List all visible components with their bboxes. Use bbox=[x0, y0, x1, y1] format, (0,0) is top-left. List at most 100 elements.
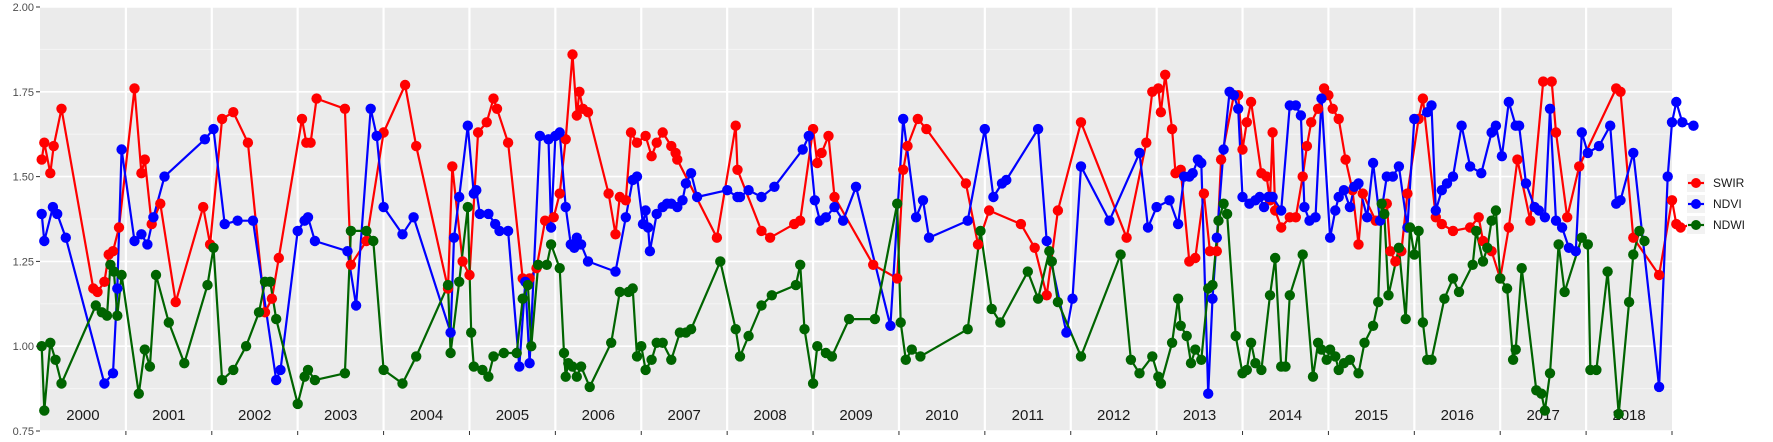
data-point-ndvi bbox=[371, 130, 382, 142]
data-point-ndwi bbox=[1516, 263, 1527, 274]
data-point-ndwi bbox=[511, 347, 522, 359]
data-point-ndwi bbox=[1190, 344, 1201, 355]
data-point-swir bbox=[732, 164, 743, 175]
data-point-swir bbox=[311, 93, 322, 104]
data-point-ndvi bbox=[743, 185, 754, 196]
data-point-ndwi bbox=[1495, 273, 1506, 284]
year-label: 2003 bbox=[324, 407, 357, 424]
data-point-ndvi bbox=[483, 208, 494, 220]
data-point-ndvi bbox=[1513, 120, 1525, 131]
data-point-ndwi bbox=[378, 364, 389, 376]
data-point-ndvi bbox=[680, 178, 692, 189]
data-point-ndvi bbox=[1228, 90, 1240, 101]
data-point-swir bbox=[1550, 127, 1562, 138]
data-point-ndwi bbox=[1213, 215, 1224, 226]
data-point-swir bbox=[1301, 140, 1313, 152]
data-point-ndwi bbox=[1044, 246, 1055, 257]
y-tick-label: 0.75 bbox=[13, 426, 34, 438]
data-point-ndwi bbox=[1453, 286, 1465, 298]
data-point-ndvi bbox=[116, 144, 127, 155]
data-point-ndwi bbox=[292, 398, 303, 410]
data-point-ndvi bbox=[1361, 212, 1373, 223]
y-tick-label: 1.50 bbox=[13, 172, 34, 184]
data-point-ndwi bbox=[483, 371, 494, 382]
year-label: 2014 bbox=[1269, 407, 1302, 424]
data-point-ndwi bbox=[1486, 215, 1497, 226]
data-point-ndwi bbox=[1250, 358, 1261, 369]
data-point-ndwi bbox=[1426, 354, 1437, 365]
data-point-ndwi bbox=[1218, 198, 1229, 209]
data-point-ndwi bbox=[962, 324, 973, 335]
data-point-ndvi bbox=[1290, 100, 1302, 111]
data-point-ndwi bbox=[1264, 290, 1276, 301]
data-point-swir bbox=[921, 123, 932, 135]
data-point-ndvi bbox=[560, 201, 571, 213]
data-point-swir bbox=[1052, 205, 1064, 216]
data-point-ndvi bbox=[651, 208, 662, 220]
data-point-swir bbox=[99, 276, 110, 287]
data-point-ndwi bbox=[1307, 371, 1319, 382]
y-axis: 0.75 1.00 1.25 1.50 1.75 2.00 bbox=[13, 2, 40, 438]
data-point-ndwi bbox=[361, 225, 372, 237]
data-point-ndvi bbox=[247, 215, 259, 226]
data-point-swir bbox=[1241, 117, 1253, 128]
data-point-ndvi bbox=[1503, 96, 1515, 108]
data-point-ndwi bbox=[216, 374, 228, 386]
data-point-ndwi bbox=[1477, 256, 1489, 267]
data-point-swir bbox=[823, 130, 834, 142]
data-point-ndwi bbox=[575, 361, 587, 372]
data-point-swir bbox=[399, 79, 411, 91]
data-point-ndwi bbox=[906, 344, 917, 355]
data-point-ndvi bbox=[514, 361, 525, 372]
data-point-swir bbox=[1628, 232, 1639, 243]
data-point-ndwi bbox=[533, 259, 544, 270]
data-point-swir bbox=[983, 205, 995, 216]
legend: SWIR NDVI NDWI bbox=[1687, 174, 1745, 234]
data-point-ndvi bbox=[610, 266, 621, 277]
data-point-swir bbox=[45, 168, 56, 179]
data-point-ndwi bbox=[657, 337, 668, 348]
data-point-swir bbox=[1574, 161, 1585, 172]
data-point-ndwi bbox=[1623, 296, 1635, 308]
data-point-ndwi bbox=[411, 351, 422, 362]
data-point-ndwi bbox=[488, 351, 499, 362]
data-point-swir bbox=[92, 286, 103, 298]
year-label: 2010 bbox=[925, 407, 958, 424]
data-point-swir bbox=[1353, 239, 1364, 250]
data-point-ndwi bbox=[734, 351, 746, 362]
data-point-ndwi bbox=[442, 279, 454, 291]
year-label: 2002 bbox=[238, 407, 271, 424]
data-point-swir bbox=[1675, 222, 1686, 233]
data-point-ndvi bbox=[1490, 120, 1502, 131]
data-point-ndvi bbox=[1237, 191, 1248, 203]
data-point-ndvi bbox=[1653, 381, 1665, 393]
data-point-ndwi bbox=[477, 364, 488, 376]
data-point-ndvi bbox=[1187, 168, 1198, 179]
year-label: 2006 bbox=[582, 407, 615, 424]
data-point-ndvi bbox=[60, 232, 71, 243]
data-point-ndvi bbox=[829, 201, 840, 213]
data-point-ndwi bbox=[1344, 354, 1356, 365]
data-point-ndvi bbox=[1662, 171, 1673, 182]
data-point-ndwi bbox=[554, 263, 565, 274]
data-point-swir bbox=[1166, 123, 1178, 135]
data-point-ndvi bbox=[1615, 195, 1626, 206]
data-point-ndvi bbox=[917, 195, 929, 206]
data-point-swir bbox=[960, 178, 972, 189]
data-point-swir bbox=[1436, 218, 1448, 230]
data-point-ndvi bbox=[1628, 147, 1639, 159]
data-point-ndwi bbox=[179, 358, 190, 369]
data-point-swir bbox=[972, 239, 984, 250]
data-point-ndvi bbox=[1576, 127, 1588, 138]
data-point-ndvi bbox=[837, 215, 849, 226]
data-point-swir bbox=[730, 120, 741, 131]
year-label: 2016 bbox=[1441, 407, 1474, 424]
data-point-ndwi bbox=[541, 259, 552, 270]
data-point-ndvi bbox=[1211, 232, 1223, 243]
legend-label-swir: SWIR bbox=[1713, 176, 1745, 190]
data-point-ndvi bbox=[1677, 117, 1688, 128]
data-point-swir bbox=[457, 256, 468, 267]
data-point-swir bbox=[1190, 252, 1201, 264]
data-point-swir bbox=[1121, 232, 1132, 243]
data-point-swir bbox=[912, 113, 923, 125]
